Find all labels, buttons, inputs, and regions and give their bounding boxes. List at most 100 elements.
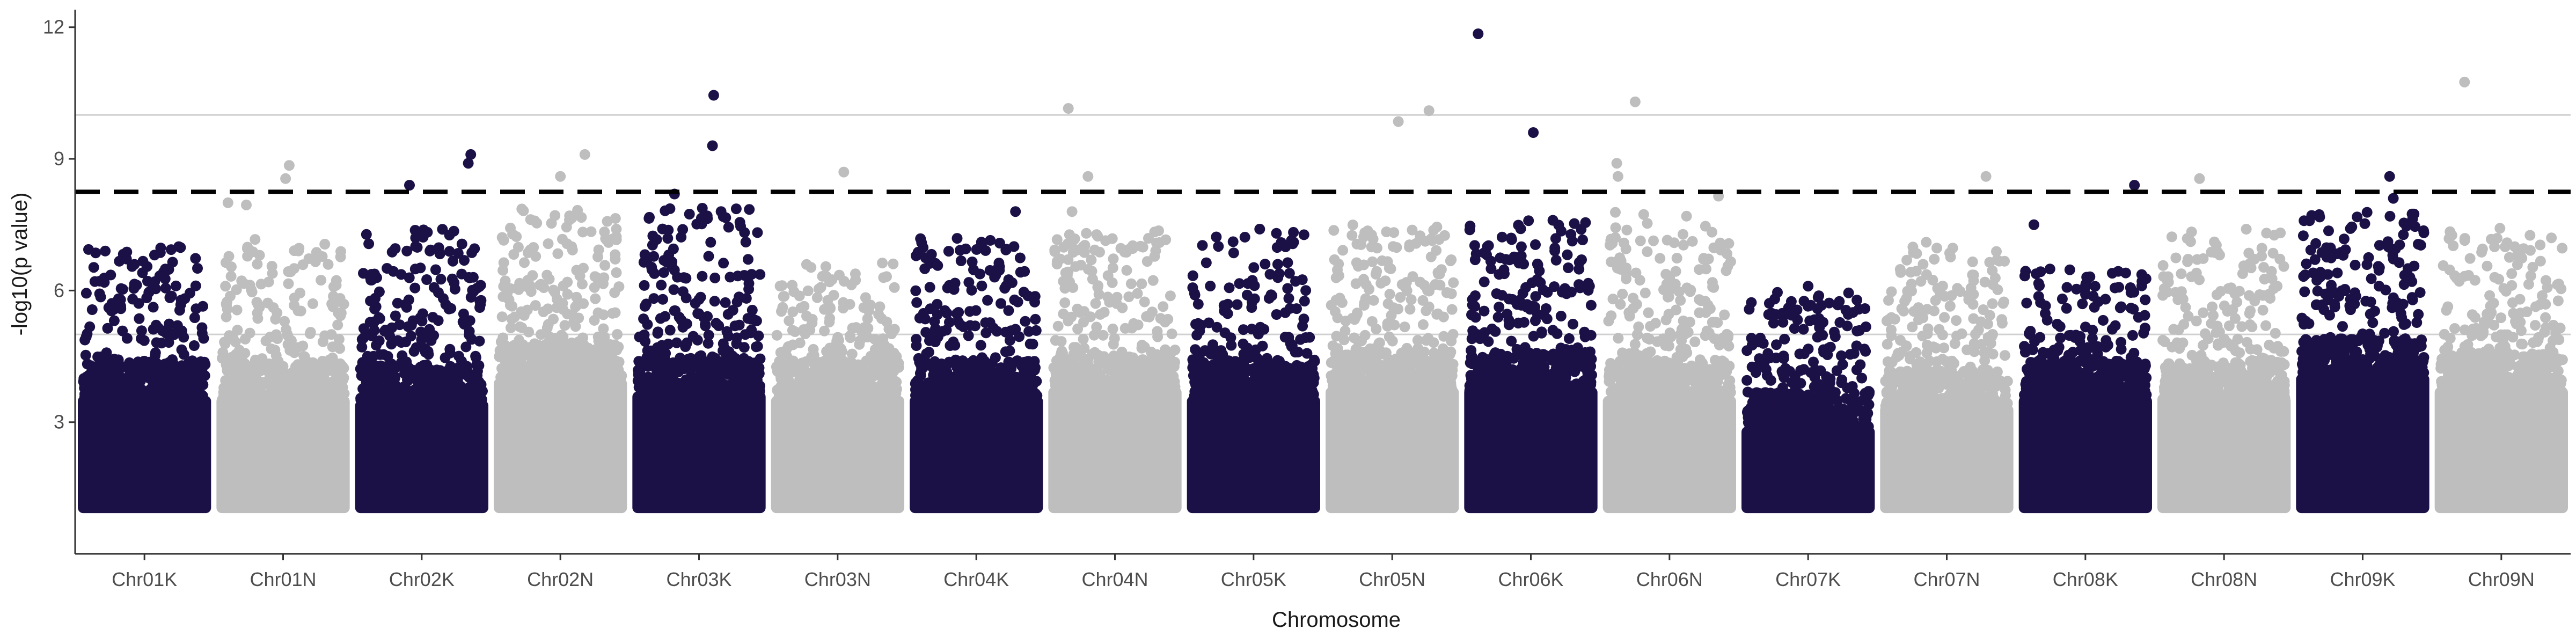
- point: [1364, 284, 1374, 295]
- point: [99, 393, 110, 404]
- point: [516, 306, 527, 317]
- point: [1014, 331, 1025, 342]
- point: [409, 392, 421, 404]
- point: [920, 386, 932, 397]
- point: [175, 295, 187, 306]
- point: [1399, 321, 1410, 333]
- point: [955, 255, 967, 266]
- point: [845, 374, 856, 385]
- peak-point-Chr01N: [241, 199, 252, 210]
- point: [1395, 292, 1406, 303]
- point: [546, 218, 557, 229]
- point: [1421, 305, 1432, 317]
- point: [1401, 385, 1412, 397]
- point: [696, 213, 707, 224]
- point: [926, 248, 937, 260]
- point: [296, 393, 308, 404]
- point: [639, 249, 650, 260]
- point: [676, 314, 687, 326]
- point: [748, 386, 759, 397]
- point: [777, 302, 788, 313]
- point: [1495, 252, 1506, 264]
- point: [386, 246, 398, 258]
- point: [136, 333, 147, 344]
- point: [1359, 227, 1371, 238]
- point: [265, 380, 276, 391]
- point: [1678, 229, 1688, 240]
- point: [545, 345, 557, 356]
- point: [1485, 263, 1497, 274]
- point: [257, 394, 268, 406]
- point: [1151, 237, 1162, 248]
- point: [791, 389, 802, 400]
- point: [1585, 299, 1597, 311]
- point: [284, 368, 295, 379]
- point: [634, 331, 645, 342]
- point: [1544, 383, 1555, 394]
- peak-point-Chr05K: [1254, 223, 1265, 235]
- point: [1107, 323, 1118, 334]
- point: [447, 255, 458, 267]
- point: [744, 204, 755, 215]
- point: [709, 296, 720, 307]
- point: [408, 346, 420, 357]
- point: [705, 237, 716, 248]
- point: [752, 341, 763, 352]
- point-cloud-Chr03N: [771, 396, 904, 514]
- point: [658, 267, 669, 278]
- point: [1272, 259, 1283, 270]
- point: [796, 365, 808, 377]
- point: [1064, 229, 1075, 240]
- point: [697, 270, 708, 282]
- point: [700, 320, 711, 332]
- chromosome-points-Chr05N: [1326, 105, 1459, 514]
- point: [1019, 266, 1030, 277]
- point: [1347, 219, 1358, 231]
- point: [161, 385, 172, 396]
- point: [709, 272, 721, 283]
- point: [1023, 326, 1035, 337]
- point: [127, 261, 138, 272]
- point: [498, 257, 509, 268]
- point: [774, 356, 785, 367]
- point: [513, 284, 524, 295]
- point: [752, 227, 763, 238]
- point: [1572, 378, 1583, 390]
- point: [1150, 385, 1161, 397]
- point: [292, 305, 304, 317]
- point: [702, 311, 713, 322]
- point: [444, 246, 455, 257]
- point: [1302, 364, 1314, 375]
- point: [437, 224, 448, 235]
- point: [851, 384, 862, 395]
- point: [1406, 294, 1417, 305]
- point: [305, 381, 317, 392]
- point: [633, 364, 645, 375]
- point: [591, 349, 603, 361]
- point: [929, 316, 940, 327]
- point: [1610, 222, 1621, 233]
- point: [1529, 364, 1540, 375]
- point: [1504, 294, 1514, 305]
- point: [1698, 253, 1709, 264]
- point: [1480, 369, 1491, 380]
- point: [252, 259, 263, 270]
- point: [1518, 317, 1529, 328]
- point: [610, 307, 621, 318]
- point: [589, 314, 600, 326]
- point: [1282, 257, 1293, 268]
- point: [1222, 378, 1233, 389]
- point: [1288, 226, 1299, 238]
- point: [1565, 229, 1577, 240]
- point: [963, 330, 974, 341]
- point: [640, 372, 652, 384]
- point: [840, 390, 852, 401]
- point: [1700, 296, 1711, 307]
- point: [932, 260, 943, 271]
- point: [1381, 226, 1392, 237]
- point: [1277, 374, 1289, 385]
- point: [1147, 275, 1159, 286]
- peak-point-Chr02N: [555, 171, 566, 182]
- point: [972, 358, 984, 370]
- point: [440, 299, 451, 310]
